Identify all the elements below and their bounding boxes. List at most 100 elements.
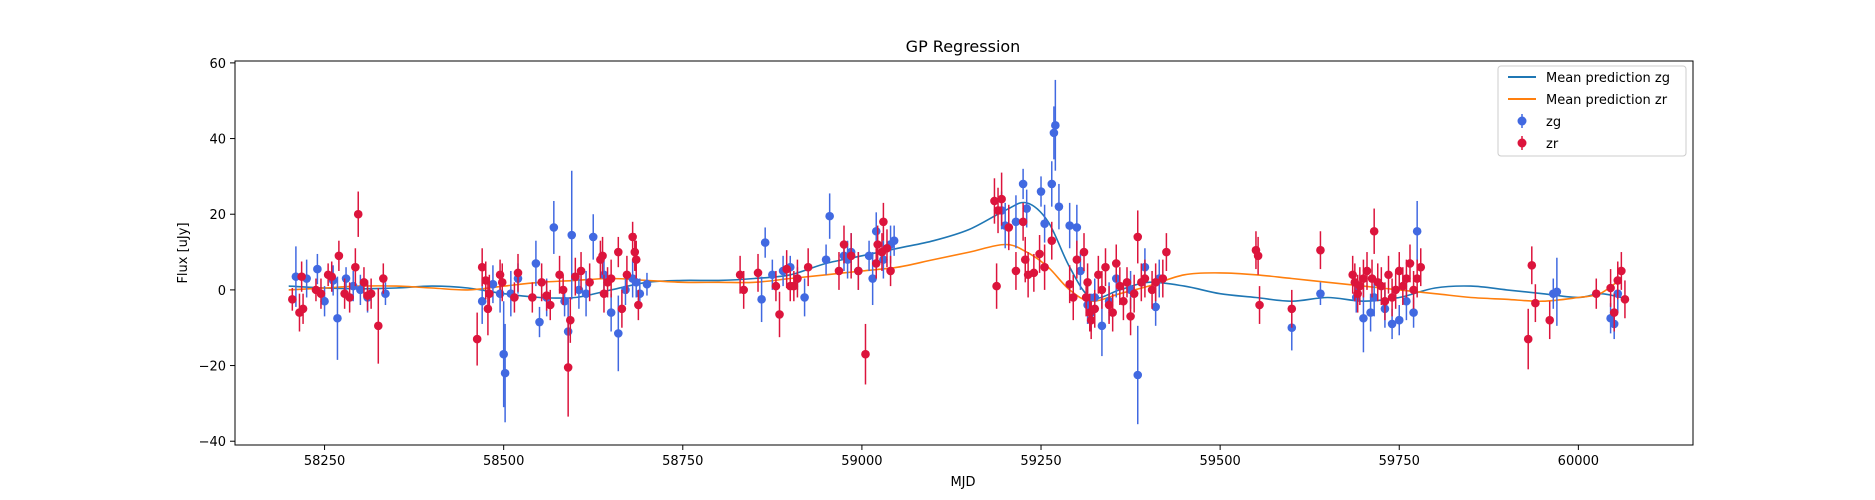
data-point bbox=[1412, 274, 1422, 283]
data-point bbox=[1090, 304, 1100, 314]
data-point bbox=[879, 217, 888, 227]
data-point bbox=[861, 349, 870, 359]
data-point bbox=[1072, 223, 1082, 232]
data-point bbox=[495, 289, 505, 298]
data-point bbox=[581, 289, 591, 298]
data-point bbox=[499, 349, 508, 359]
data-point bbox=[297, 272, 306, 281]
data-point bbox=[1097, 321, 1107, 331]
chart-title: GP Regression bbox=[906, 37, 1021, 56]
legend-label-zg-line: Mean prediction zg bbox=[1546, 71, 1670, 86]
data-point bbox=[585, 278, 594, 287]
y-tick-label: −20 bbox=[199, 360, 226, 375]
data-point bbox=[1051, 121, 1060, 130]
data-point bbox=[497, 278, 507, 287]
data-point bbox=[555, 270, 564, 280]
data-point bbox=[1377, 281, 1386, 291]
data-point bbox=[1151, 302, 1160, 312]
series-zr bbox=[288, 172, 1630, 417]
data-point bbox=[1255, 300, 1264, 310]
data-point bbox=[545, 300, 555, 310]
data-point bbox=[1355, 281, 1365, 291]
data-point bbox=[483, 304, 493, 314]
data-point bbox=[1054, 202, 1064, 211]
data-point bbox=[1398, 281, 1408, 291]
data-point bbox=[531, 259, 541, 268]
data-point bbox=[1531, 298, 1540, 308]
data-point bbox=[1101, 262, 1110, 272]
data-point bbox=[1613, 276, 1623, 285]
data-point bbox=[606, 274, 616, 283]
data-point bbox=[1094, 270, 1103, 280]
data-point bbox=[1097, 285, 1107, 295]
data-point bbox=[1384, 270, 1393, 280]
data-point bbox=[563, 363, 573, 372]
legend-box bbox=[1497, 65, 1687, 157]
x-tick-label: 58250 bbox=[304, 454, 345, 469]
data-point bbox=[1104, 300, 1114, 310]
x-tick-label: 59750 bbox=[1379, 454, 1420, 469]
data-point bbox=[1111, 259, 1121, 268]
data-point bbox=[1552, 287, 1562, 297]
legend-label-zr-line: Mean prediction zr bbox=[1546, 93, 1668, 108]
data-point bbox=[1076, 266, 1085, 276]
data-point bbox=[345, 293, 354, 302]
legend-marker-zr bbox=[1517, 138, 1527, 148]
data-point bbox=[1133, 232, 1143, 242]
data-point bbox=[803, 262, 813, 272]
data-point bbox=[477, 262, 487, 272]
data-point bbox=[1133, 370, 1143, 380]
data-point bbox=[793, 274, 802, 283]
data-point bbox=[1394, 315, 1404, 325]
data-point bbox=[599, 289, 609, 298]
data-point bbox=[631, 278, 641, 287]
data-point bbox=[1366, 308, 1375, 317]
data-point bbox=[635, 289, 645, 298]
data-point bbox=[381, 289, 390, 298]
y-tick-label: 60 bbox=[209, 57, 226, 72]
data-point bbox=[477, 296, 487, 306]
data-point bbox=[535, 317, 544, 327]
data-point bbox=[510, 293, 519, 302]
data-point bbox=[1287, 304, 1297, 314]
data-point bbox=[760, 238, 770, 247]
data-point bbox=[1004, 223, 1014, 232]
data-point bbox=[359, 278, 369, 287]
x-tick-label: 60000 bbox=[1558, 454, 1599, 469]
data-point bbox=[1409, 308, 1418, 317]
data-point bbox=[739, 285, 748, 295]
x-tick-label: 59500 bbox=[1199, 454, 1240, 469]
data-point bbox=[606, 308, 616, 317]
data-point bbox=[1068, 293, 1078, 302]
data-point bbox=[775, 310, 784, 319]
data-point bbox=[1147, 285, 1157, 295]
data-point bbox=[1040, 219, 1049, 228]
data-point bbox=[1348, 270, 1357, 280]
data-point bbox=[313, 264, 322, 274]
data-point bbox=[298, 304, 308, 314]
data-point bbox=[1140, 274, 1150, 283]
data-point bbox=[373, 321, 383, 331]
data-point bbox=[992, 281, 1001, 291]
data-point bbox=[768, 270, 777, 280]
data-point bbox=[1162, 247, 1171, 257]
data-point bbox=[1253, 251, 1263, 261]
data-point bbox=[634, 300, 643, 310]
data-point bbox=[642, 279, 652, 289]
data-point bbox=[1119, 296, 1128, 306]
data-point bbox=[854, 266, 863, 276]
data-point bbox=[821, 255, 831, 264]
data-point bbox=[1606, 283, 1615, 293]
data-point bbox=[351, 262, 360, 272]
data-point bbox=[771, 281, 781, 291]
data-point bbox=[1523, 334, 1533, 344]
data-point bbox=[1369, 226, 1379, 236]
data-point bbox=[825, 211, 834, 221]
data-point bbox=[871, 259, 881, 268]
data-point bbox=[1126, 312, 1135, 321]
data-point bbox=[1316, 245, 1325, 255]
data-points bbox=[288, 79, 1630, 425]
data-point bbox=[571, 272, 580, 281]
data-point bbox=[1018, 179, 1028, 189]
